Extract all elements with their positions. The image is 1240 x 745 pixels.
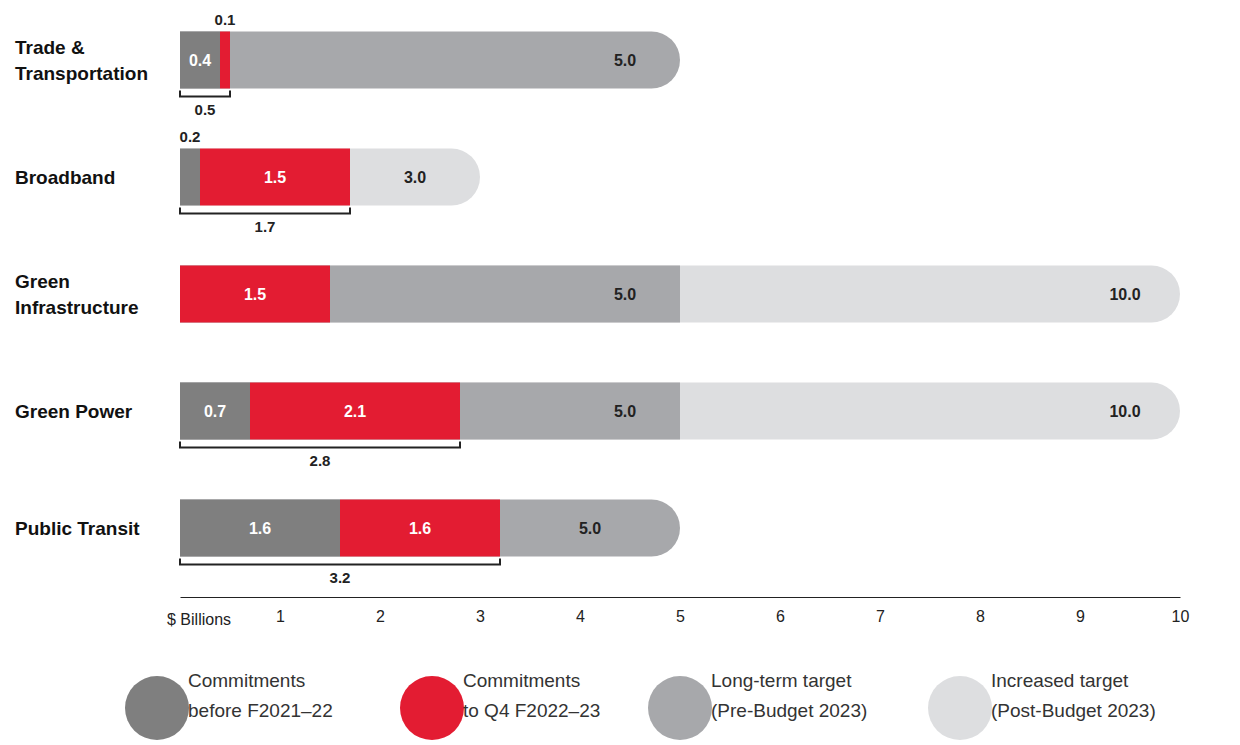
x-axis: 1 2 3 4 5 6 7 8 9 10 [181,597,1190,625]
category-label-line: Transportation [15,63,148,84]
x-tick: 9 [1076,597,1085,625]
x-tick: 2 [376,597,385,625]
commitment-bar [180,149,200,206]
data-label: 1.6 [409,520,431,537]
x-tick-label: 10 [1172,608,1190,625]
total-label: 2.8 [310,452,331,469]
legend-swatch [928,676,992,740]
data-label: 1.5 [244,286,266,303]
x-tick-label: 7 [876,608,885,625]
legend: Commitments before F2021–22 Commitments to … [125,670,1156,740]
legend-swatch [125,676,189,740]
category-label-line: Green Power [15,401,133,422]
commitment-bar [180,383,250,440]
data-label: 5.0 [614,286,636,303]
legend-label-line: (Post-Budget 2023) [991,700,1156,721]
x-tick-label: 6 [776,608,785,625]
commitment-bar [340,500,500,557]
x-tick-label: 5 [676,608,685,625]
category-label-line: Infrastructure [15,297,139,318]
category-label-line: Public Transit [15,518,140,539]
data-label: 0.4 [189,52,211,69]
legend-swatch [648,676,712,740]
total-label: 3.2 [330,569,351,586]
plot-area [180,32,1180,557]
legend-label-line: Commitments [188,670,305,691]
data-label: 5.0 [579,520,601,537]
category-label-line: Green [15,271,70,292]
category-label: Broadband [15,167,115,188]
x-tick: 1 [276,597,285,625]
data-label: 0.1 [215,11,236,28]
x-tick: 6 [776,597,785,625]
x-tick-label: 4 [576,608,585,625]
data-label: 0.7 [204,403,226,420]
commitment-bar [220,32,230,89]
commitment-bar [180,500,340,557]
category-label-line: Trade & [15,37,85,58]
legend-label-line: Long-term target [711,670,852,691]
x-tick: 10 [1172,597,1190,625]
category-label: Public Transit [15,518,140,539]
legend-swatch [400,676,464,740]
legend-label-line: Commitments [463,670,580,691]
total-bracket [180,442,460,448]
x-axis-title: $ Billions [167,611,231,628]
x-axis-line [181,597,1181,598]
x-tick: 5 [676,597,685,625]
target-bar [180,383,1180,440]
legend-label: Increased target (Post-Budget 2023) [991,670,1156,721]
target-bar [180,32,680,89]
chart: 0.4 0.2 0.7 1.6 0.1 1.5 1.5 2.1 1.6 10.0 10.0 5.0 5.… [0,0,1240,745]
target-bar [180,266,1180,323]
legend-label-line: (Pre-Budget 2023) [711,700,867,721]
legend-label-line: to Q4 F2022–23 [463,700,600,721]
data-label: 5.0 [614,52,636,69]
data-label: 5.0 [614,403,636,420]
x-tick-label: 9 [1076,608,1085,625]
target-bar [180,500,680,557]
x-tick: 3 [476,597,485,625]
category-label: Green Infrastructure [15,271,139,318]
data-label: 3.0 [404,169,426,186]
target-bar [180,383,680,440]
x-tick-label: 8 [976,608,985,625]
target-bar [180,149,480,206]
data-label: 0.2 [180,128,201,145]
x-tick-label: 2 [376,608,385,625]
category-label-line: Broadband [15,167,115,188]
data-label: 1.6 [249,520,271,537]
total-label: 1.7 [255,218,276,235]
total-label: 0.5 [195,101,216,118]
legend-label: Long-term target (Pre-Budget 2023) [711,670,867,721]
commitment-bar [180,266,330,323]
commitment-bar [250,383,460,440]
x-tick: 7 [876,597,885,625]
x-tick-label: 3 [476,608,485,625]
data-label: 10.0 [1109,286,1140,303]
total-bracket [180,91,230,97]
commitment-bar [200,149,350,206]
x-tick: 8 [976,597,985,625]
legend-label: Commitments to Q4 F2022–23 [463,670,600,721]
category-label: Green Power [15,401,133,422]
labels: 0.4 0.2 0.7 1.6 0.1 1.5 1.5 2.1 1.6 10.0 10.0 5.0 5.… [15,11,1141,629]
target-bar [180,266,680,323]
legend-label-line: before F2021–22 [188,700,333,721]
legend-label-line: Increased target [991,670,1129,691]
x-tick-label: 1 [276,608,285,625]
commitment-bar [180,32,220,89]
category-label: Trade & Transportation [15,37,148,84]
x-tick: 4 [576,597,585,625]
data-label: 2.1 [344,403,366,420]
total-bracket [180,208,350,214]
legend-label: Commitments before F2021–22 [188,670,333,721]
data-label: 10.0 [1109,403,1140,420]
total-bracket [180,559,500,565]
data-label: 1.5 [264,169,286,186]
